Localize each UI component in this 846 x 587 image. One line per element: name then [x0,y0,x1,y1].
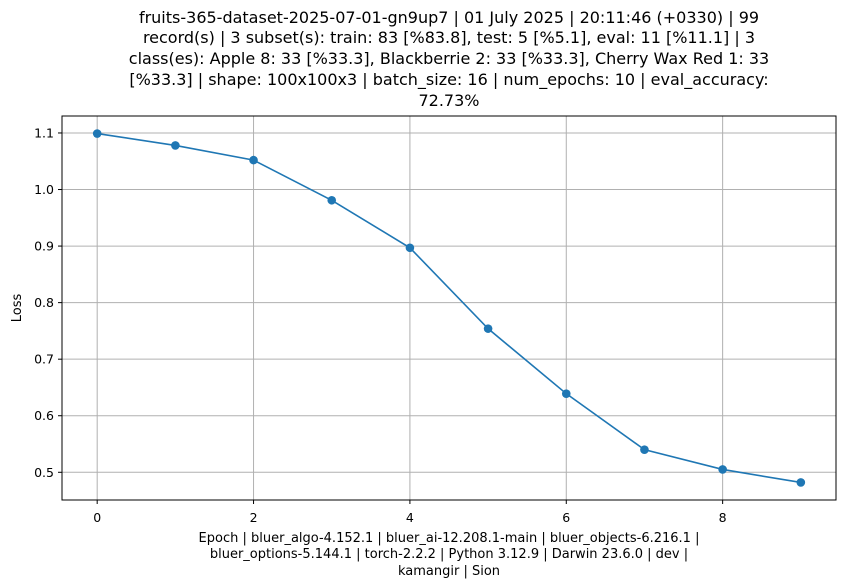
data-point [640,445,649,454]
data-point [796,478,806,487]
x-tick-label: 0 [93,510,101,525]
x-tick-label: 2 [250,510,258,525]
y-axis-label: Loss [10,294,25,323]
y-tick-label: 0.7 [34,352,54,367]
y-tick-label: 1.0 [34,182,54,197]
title-line: class(es): Apple 8: 33 [%33.3], Blackber… [129,49,769,68]
axes-frame [61,115,837,501]
x-tick-label: 6 [562,510,570,525]
chart-title: fruits-365-dataset-2025-07-01-gn9up7 | 0… [129,8,769,110]
plot-area [92,129,806,487]
data-point [561,389,571,398]
grid [62,116,836,500]
data-point [327,195,337,205]
title-line: 72.73% [418,91,479,110]
data-point [483,324,493,333]
x-axis-label-line: Epoch | bluer_algo-4.152.1 | bluer_ai-12… [199,531,700,546]
axis-ticks: 0 2 4 6 8 0.5 0.6 0.7 0.8 0.9 1.0 1.1 [34,125,727,525]
x-axis-label-line: kamangir | Sion [398,564,500,579]
y-tick-label: 0.6 [34,408,54,423]
data-point [249,155,258,165]
x-axis-label: Epoch | bluer_algo-4.152.1 | bluer_ai-12… [199,531,700,579]
y-tick-label: 1.1 [34,125,54,140]
y-tick-label: 0.8 [34,295,54,310]
title-line: [%33.3] | shape: 100x100x3 | batch_size:… [129,70,768,90]
data-point [718,465,727,474]
y-tick-label: 0.5 [34,465,54,480]
data-point [92,129,102,138]
data-point [405,243,415,253]
loss-series-line [97,132,801,484]
x-tick-label: 8 [719,510,727,525]
title-line: record(s) | 3 subset(s): train: 83 [%83.… [143,28,755,47]
data-point [171,141,180,150]
x-tick-label: 4 [406,510,414,525]
title-line: fruits-365-dataset-2025-07-01-gn9up7 | 0… [139,8,759,27]
x-axis-label-line: bluer_options-5.144.1 | torch-2.2.2 | Py… [210,547,688,562]
y-tick-label: 0.9 [34,239,54,254]
